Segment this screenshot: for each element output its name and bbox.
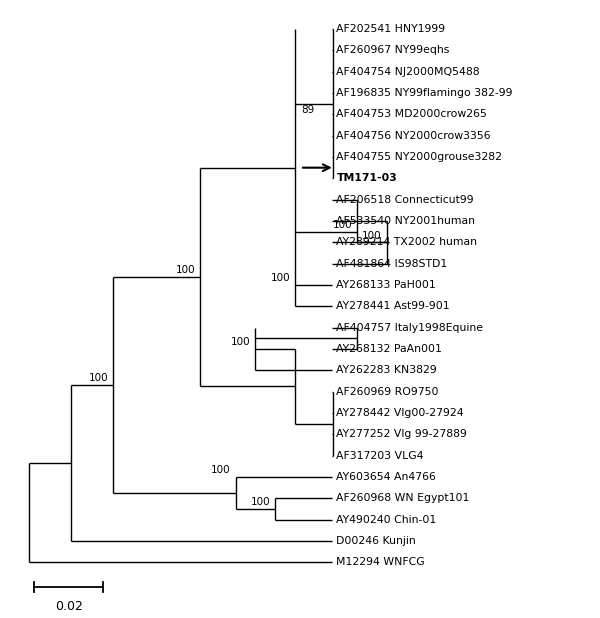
Text: AY262283 KN3829: AY262283 KN3829: [337, 365, 437, 375]
Text: 0.02: 0.02: [55, 601, 83, 614]
Text: AF202541 HNY1999: AF202541 HNY1999: [337, 24, 446, 34]
Text: AY490240 Chin-01: AY490240 Chin-01: [337, 515, 437, 525]
Text: AF404756 NY2000crow3356: AF404756 NY2000crow3356: [337, 130, 491, 141]
Text: 100: 100: [251, 497, 270, 507]
Text: 100: 100: [176, 265, 196, 275]
Text: AY268133 PaH001: AY268133 PaH001: [337, 280, 436, 290]
Text: AF404755 NY2000grouse3282: AF404755 NY2000grouse3282: [337, 152, 502, 162]
Text: AF404753 MD2000crow265: AF404753 MD2000crow265: [337, 109, 487, 119]
Text: 100: 100: [332, 220, 352, 230]
Text: AY278442 Vlg00-27924: AY278442 Vlg00-27924: [337, 408, 464, 418]
Text: AY268132 PaAn001: AY268132 PaAn001: [337, 344, 442, 354]
Text: 100: 100: [89, 373, 108, 383]
Text: 100: 100: [271, 273, 290, 283]
Text: 100: 100: [362, 231, 382, 240]
Text: AY277252 Vlg 99-27889: AY277252 Vlg 99-27889: [337, 430, 467, 439]
Text: AY278441 Ast99-901: AY278441 Ast99-901: [337, 302, 450, 311]
Text: AF196835 NY99flamingo 382-99: AF196835 NY99flamingo 382-99: [337, 88, 513, 98]
Text: TM171-03: TM171-03: [337, 173, 397, 184]
Text: AF260968 WN Egypt101: AF260968 WN Egypt101: [337, 493, 470, 504]
Text: M12294 WNFCG: M12294 WNFCG: [337, 557, 425, 567]
Text: AF481864 IS98STD1: AF481864 IS98STD1: [337, 259, 448, 269]
Text: AF260969 RO9750: AF260969 RO9750: [337, 387, 439, 397]
Text: 89: 89: [302, 105, 315, 115]
Text: AF404754 NJ2000MQ5488: AF404754 NJ2000MQ5488: [337, 67, 480, 77]
Text: AY289214 TX2002 human: AY289214 TX2002 human: [337, 237, 478, 247]
Text: AF533540 NY2001human: AF533540 NY2001human: [337, 216, 475, 226]
Text: AF206518 Connecticut99: AF206518 Connecticut99: [337, 195, 474, 205]
Text: 100: 100: [211, 465, 231, 475]
Text: AF260967 NY99eqhs: AF260967 NY99eqhs: [337, 45, 450, 56]
Text: AF404757 Italy1998Equine: AF404757 Italy1998Equine: [337, 323, 484, 332]
Text: AY603654 An4766: AY603654 An4766: [337, 472, 436, 482]
Text: 100: 100: [231, 337, 250, 347]
Text: AF317203 VLG4: AF317203 VLG4: [337, 451, 424, 461]
Text: D00246 Kunjin: D00246 Kunjin: [337, 536, 416, 546]
